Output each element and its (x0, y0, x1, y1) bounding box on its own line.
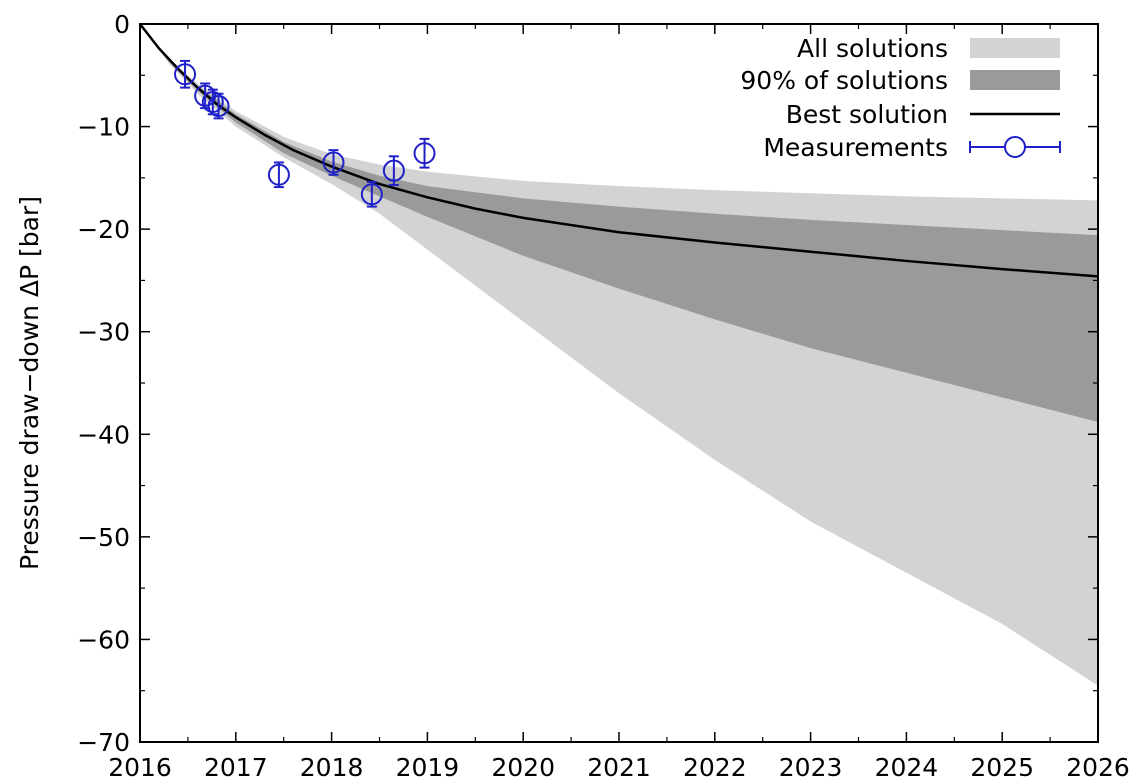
measurement-point-5 (322, 149, 345, 176)
y-tick-label: −50 (77, 523, 130, 552)
legend-swatch (970, 70, 1060, 90)
x-tick-label: 2023 (779, 753, 843, 782)
y-tick-label: −30 (77, 318, 130, 347)
band-1 (140, 24, 1098, 422)
y-tick-label: −20 (77, 215, 130, 244)
measurement-points (174, 59, 436, 208)
legend-entry-1: 90% of solutions (740, 66, 1060, 95)
legend-marker (1004, 136, 1026, 158)
legend-entry-0: All solutions (797, 34, 1060, 63)
series-lines (139, 23, 1099, 278)
x-tick-label: 2020 (491, 753, 555, 782)
legend-swatch (970, 38, 1060, 58)
y-tick-label: −10 (77, 113, 130, 142)
y-tick-label: −60 (77, 625, 130, 654)
measurement-point-3 (207, 92, 230, 120)
x-tick-labels: 2016 2017 2018 2019 2020 2021 2022 2023 2024 2025… (108, 753, 1130, 782)
marker-circle (322, 151, 345, 174)
marker-circle (360, 183, 383, 206)
measurement-point-7 (382, 155, 405, 187)
y-tick-label: −70 (77, 728, 130, 757)
legend-entry-3: Measurements (763, 133, 1061, 162)
marker-circle (267, 163, 290, 186)
x-tick-label: 2019 (396, 753, 460, 782)
marker-circle (201, 90, 224, 113)
y-tick-label: −40 (77, 420, 130, 449)
measurement-point-8 (413, 137, 436, 169)
legend-label: 90% of solutions (740, 66, 948, 95)
x-tick-label: 2018 (300, 753, 364, 782)
marker-circle (382, 159, 405, 182)
x-tick-label: 2017 (204, 753, 268, 782)
measurement-point-0 (174, 59, 197, 89)
solution-bands (140, 24, 1098, 686)
marker-circle (413, 142, 436, 165)
measurement-point-4 (267, 161, 290, 189)
marker-circle (174, 63, 197, 86)
y-tick-label: 0 (114, 10, 130, 39)
x-tick-label: 2024 (875, 753, 939, 782)
x-tick-label: 2021 (587, 753, 651, 782)
legend: All solutions 90% of solutions Best soluti… (740, 34, 1061, 162)
x-tick-label: 2016 (108, 753, 172, 782)
legend-label: All solutions (797, 34, 948, 63)
x-tick-label: 2026 (1066, 753, 1130, 782)
y-axis-label: Pressure draw−down ΔP [bar] (15, 196, 44, 570)
x-tick-label: 2022 (683, 753, 747, 782)
legend-label: Measurements (763, 133, 948, 162)
axis-ticks (139, 23, 1099, 743)
legend-label: Best solution (786, 100, 948, 129)
x-tick-label: 2025 (970, 753, 1034, 782)
series-line-0 (139, 23, 1099, 278)
y-tick-labels: 0 −10 −20 −30 −40 −50 −60 −70 (77, 10, 130, 757)
measurement-point-6 (360, 180, 383, 208)
legend-entry-2: Best solution (786, 100, 1060, 129)
marker-circle (207, 95, 230, 118)
